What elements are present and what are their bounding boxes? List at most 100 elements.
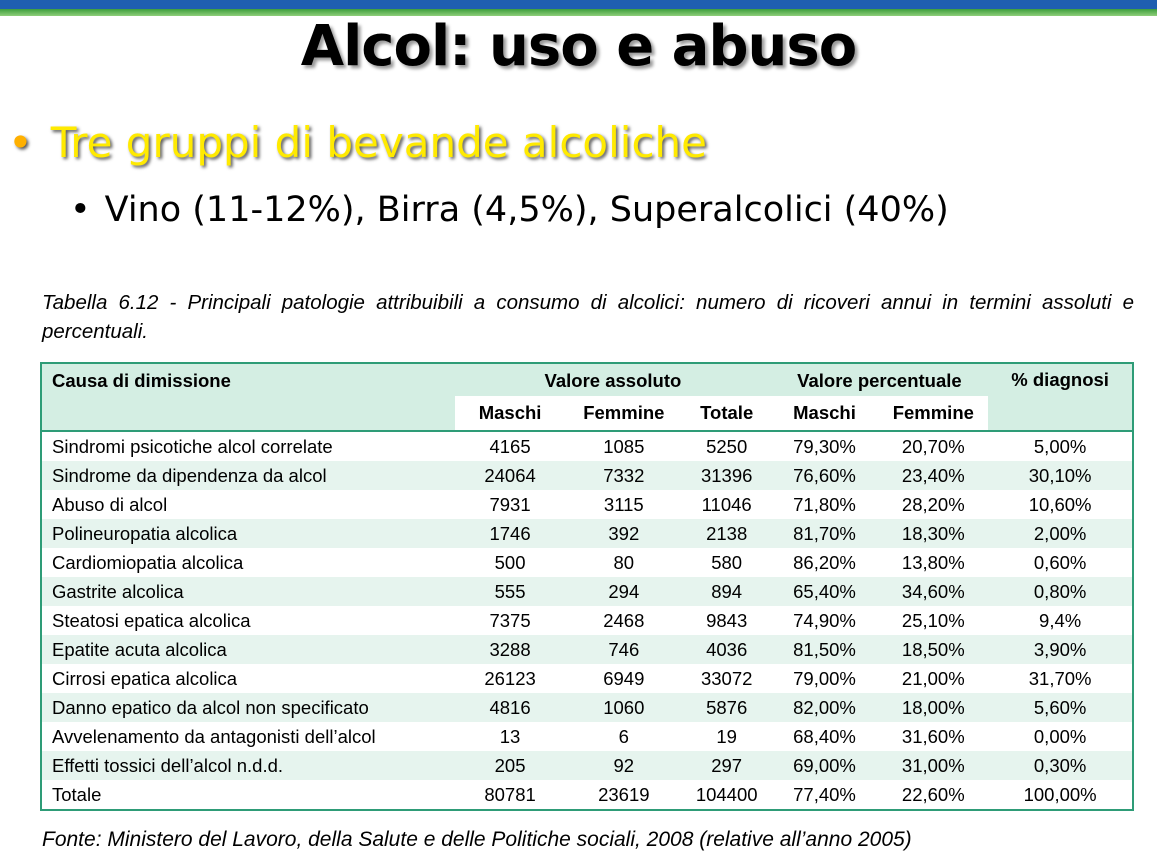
cell-diagnosis-pct: 9,4% xyxy=(988,606,1133,635)
cell-cause: Polineuropatia alcolica xyxy=(41,519,456,548)
cell-diagnosis-pct: 5,60% xyxy=(988,693,1133,722)
cell-cause: Steatosi epatica alcolica xyxy=(41,606,456,635)
cell-female-pct: 13,80% xyxy=(878,548,989,577)
table-row: Polineuropatia alcolica 1746 392 2138 81,70%… xyxy=(41,519,1133,548)
cell-diagnosis-pct: 0,00% xyxy=(988,722,1133,751)
cell-male-pct: 86,20% xyxy=(770,548,879,577)
table-row: Abuso di alcol 7931 3115 11046 71,80% 28,20% 1… xyxy=(41,490,1133,519)
cell-total: 5250 xyxy=(682,431,771,461)
cell-male: 24064 xyxy=(455,461,565,490)
cell-total: 2138 xyxy=(682,519,771,548)
table-row: Epatite acuta alcolica 3288 746 4036 81,50% 1… xyxy=(41,635,1133,664)
cell-male: 4816 xyxy=(455,693,565,722)
table-body: Sindromi psicotiche alcol correlate 4165 1… xyxy=(41,431,1133,810)
table-row: Cirrosi epatica alcolica 26123 6949 33072 79… xyxy=(41,664,1133,693)
cell-cause: Totale xyxy=(41,780,456,810)
cell-total: 9843 xyxy=(682,606,771,635)
header-male-pct: Maschi xyxy=(770,396,879,432)
cell-male-pct: 77,40% xyxy=(770,780,879,810)
slide-title: Alcol: uso e abuso xyxy=(300,14,857,79)
cell-female: 6 xyxy=(564,722,683,751)
cell-female: 2468 xyxy=(564,606,683,635)
cell-female: 92 xyxy=(564,751,683,780)
cell-male-pct: 69,00% xyxy=(770,751,879,780)
top-decorative-band xyxy=(0,0,1157,18)
cell-total: 580 xyxy=(682,548,771,577)
cell-male: 7375 xyxy=(455,606,565,635)
cell-male: 80781 xyxy=(455,780,565,810)
cell-total: 33072 xyxy=(682,664,771,693)
cell-male-pct: 79,30% xyxy=(770,431,879,461)
cell-cause: Cardiomiopatia alcolica xyxy=(41,548,456,577)
cell-male: 555 xyxy=(455,577,565,606)
cell-total: 297 xyxy=(682,751,771,780)
cell-male-pct: 74,90% xyxy=(770,606,879,635)
cell-male-pct: 68,40% xyxy=(770,722,879,751)
table-row: Cardiomiopatia alcolica 500 80 580 86,20% 13,… xyxy=(41,548,1133,577)
table-row: Sindromi psicotiche alcol correlate 4165 1… xyxy=(41,431,1133,461)
header-diagnosis: % diagnosi xyxy=(988,363,1133,432)
cell-female: 80 xyxy=(564,548,683,577)
cell-female: 3115 xyxy=(564,490,683,519)
cell-female-pct: 25,10% xyxy=(878,606,989,635)
cell-total: 894 xyxy=(682,577,771,606)
hospitalization-table: Causa di dimissione Valore assoluto Valo… xyxy=(40,362,1134,811)
cell-male: 13 xyxy=(455,722,565,751)
cell-female-pct: 20,70% xyxy=(878,431,989,461)
header-female: Femmine xyxy=(564,396,683,432)
bullet-level2-text: Vino (11-12%), Birra (4,5%), Superalcoli… xyxy=(104,190,949,230)
header-empty xyxy=(41,396,456,432)
table-row: Steatosi epatica alcolica 7375 2468 9843 74,… xyxy=(41,606,1133,635)
cell-female: 392 xyxy=(564,519,683,548)
cell-male: 500 xyxy=(455,548,565,577)
cell-diagnosis-pct: 5,00% xyxy=(988,431,1133,461)
cell-female: 7332 xyxy=(564,461,683,490)
cell-female-pct: 28,20% xyxy=(878,490,989,519)
header-cause: Causa di dimissione xyxy=(41,363,456,396)
cell-total: 5876 xyxy=(682,693,771,722)
cell-female-pct: 18,30% xyxy=(878,519,989,548)
cell-diagnosis-pct: 100,00% xyxy=(988,780,1133,810)
cell-diagnosis-pct: 0,80% xyxy=(988,577,1133,606)
cell-male: 3288 xyxy=(455,635,565,664)
cell-female-pct: 31,00% xyxy=(878,751,989,780)
cell-male-pct: 76,60% xyxy=(770,461,879,490)
table-row: Totale 80781 23619 104400 77,40% 22,60% 100,00… xyxy=(41,780,1133,810)
table-caption: Tabella 6.12 - Principali patologie attr… xyxy=(42,291,1134,343)
cell-male-pct: 82,00% xyxy=(770,693,879,722)
cell-diagnosis-pct: 2,00% xyxy=(988,519,1133,548)
table-subheader-row: Maschi Femmine Totale Maschi Femmine xyxy=(41,396,1133,432)
header-male: Maschi xyxy=(455,396,565,432)
cell-cause: Abuso di alcol xyxy=(41,490,456,519)
cell-diagnosis-pct: 31,70% xyxy=(988,664,1133,693)
cell-diagnosis-pct: 0,30% xyxy=(988,751,1133,780)
table-header-row: Causa di dimissione Valore assoluto Valo… xyxy=(41,363,1133,432)
bullet-dot-icon: • xyxy=(8,118,33,167)
cell-male-pct: 71,80% xyxy=(770,490,879,519)
cell-cause: Gastrite alcolica xyxy=(41,577,456,606)
cell-male-pct: 81,70% xyxy=(770,519,879,548)
cell-female-pct: 18,00% xyxy=(878,693,989,722)
cell-diagnosis-pct: 0,60% xyxy=(988,548,1133,577)
cell-female: 1085 xyxy=(564,431,683,461)
top-band-blue xyxy=(0,0,1157,9)
header-absolute: Valore assoluto xyxy=(455,363,771,396)
cell-female-pct: 18,50% xyxy=(878,635,989,664)
cell-cause: Effetti tossici dell’alcol n.d.d. xyxy=(41,751,456,780)
cell-male: 205 xyxy=(455,751,565,780)
header-percent: Valore percentuale xyxy=(770,363,989,396)
bullet-level1-text: Tre gruppi di bevande alcoliche xyxy=(50,118,708,167)
bullet-dot-icon: • xyxy=(70,190,91,230)
cell-total: 19 xyxy=(682,722,771,751)
cell-male: 4165 xyxy=(455,431,565,461)
table-row: Avvelenamento da antagonisti dell’alcol 1… xyxy=(41,722,1133,751)
cell-male: 26123 xyxy=(455,664,565,693)
cell-cause: Sindrome da dipendenza da alcol xyxy=(41,461,456,490)
table-row: Sindrome da dipendenza da alcol 24064 7332… xyxy=(41,461,1133,490)
cell-cause: Cirrosi epatica alcolica xyxy=(41,664,456,693)
cell-female-pct: 34,60% xyxy=(878,577,989,606)
table-row: Gastrite alcolica 555 294 894 65,40% 34,60% 0,… xyxy=(41,577,1133,606)
cell-female-pct: 23,40% xyxy=(878,461,989,490)
cell-female: 6949 xyxy=(564,664,683,693)
cell-total: 4036 xyxy=(682,635,771,664)
